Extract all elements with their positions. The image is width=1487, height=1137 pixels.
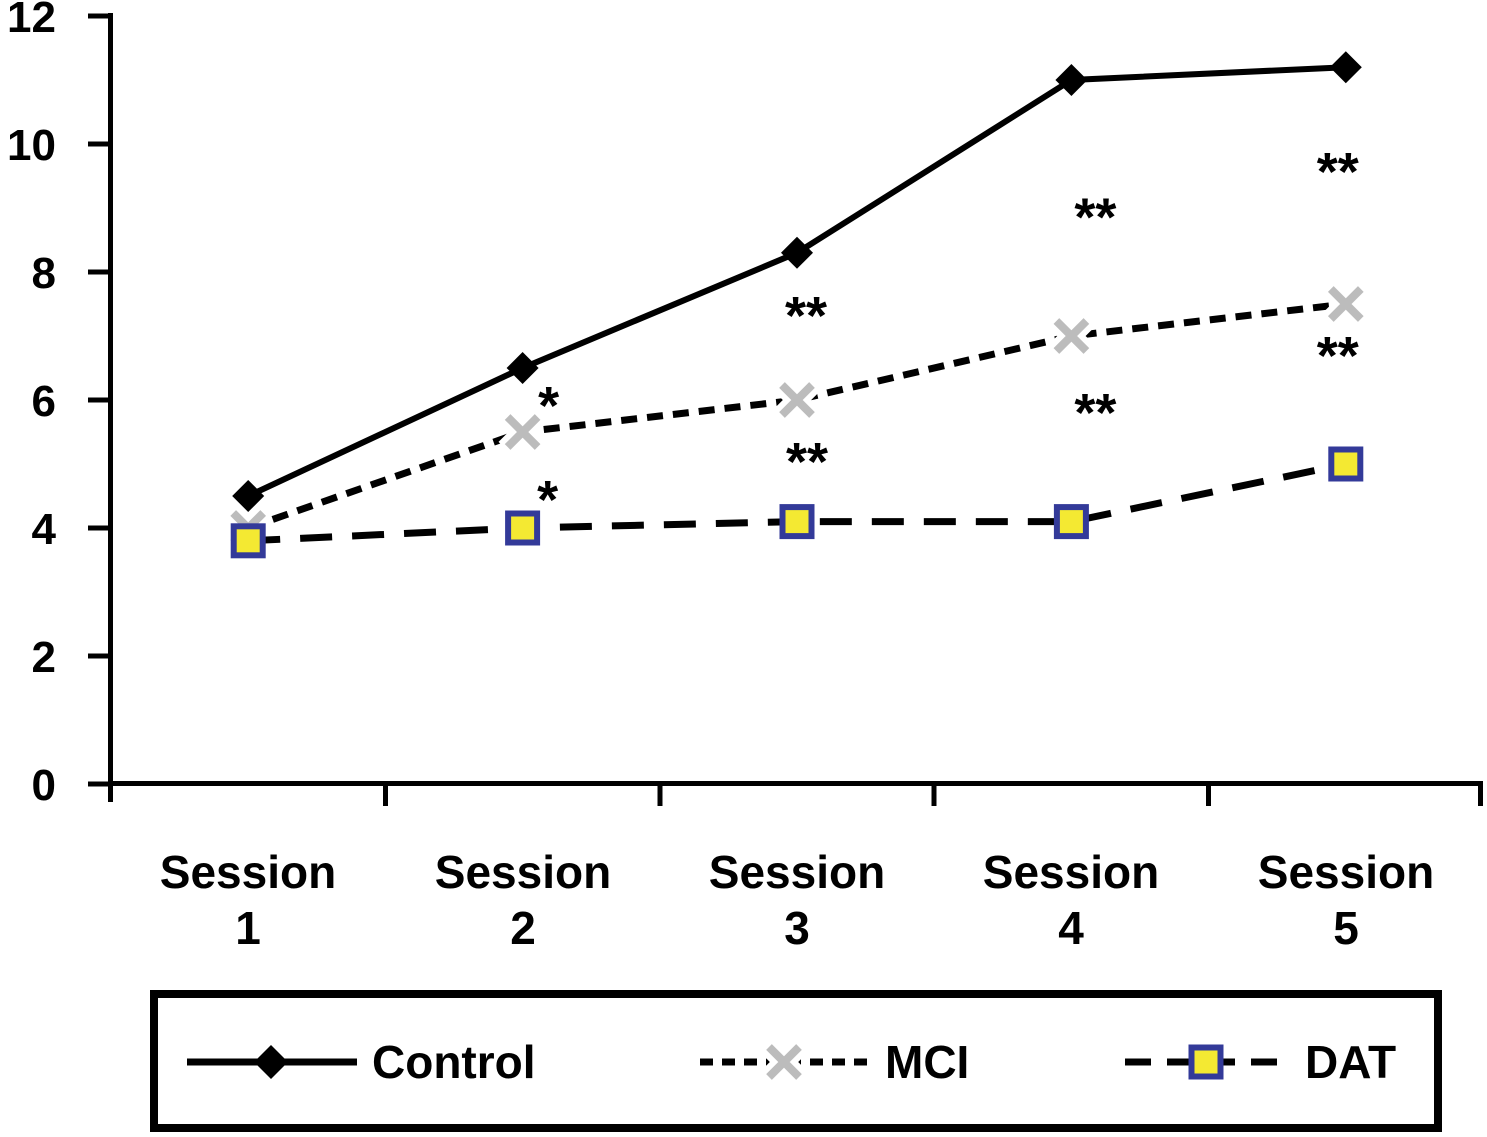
svg-text:4: 4 bbox=[1058, 902, 1084, 954]
y-axis: 12 10 8 6 4 2 0 bbox=[7, 0, 113, 810]
x-category-label: Session 5 bbox=[1258, 846, 1434, 954]
control-diamond-marker bbox=[781, 236, 813, 269]
control-diamond-marker bbox=[506, 352, 539, 384]
dat-square-marker bbox=[230, 523, 266, 559]
significance-annotation: ** bbox=[1317, 142, 1359, 202]
x-category-label: Session 3 bbox=[709, 846, 885, 954]
svg-text:Session: Session bbox=[983, 846, 1159, 898]
dat-square-marker bbox=[779, 504, 815, 540]
y-tick-label: 8 bbox=[32, 249, 56, 298]
series-lines-and-markers bbox=[224, 51, 1370, 559]
mci-x-marker bbox=[779, 382, 815, 418]
x-axis: Session 1 Session 2 Session 3 Session 4 … bbox=[108, 781, 1483, 954]
legend-samples bbox=[187, 1037, 1287, 1087]
significance-annotation: ** bbox=[786, 432, 828, 492]
svg-text:1: 1 bbox=[235, 902, 261, 954]
legend-mci-x-marker bbox=[766, 1044, 802, 1080]
y-tick-label: 0 bbox=[32, 761, 56, 810]
mci-line bbox=[247, 300, 1347, 532]
dat-square-marker bbox=[505, 510, 541, 546]
x-category-label: Session 4 bbox=[983, 846, 1159, 954]
mci-x-marker bbox=[504, 414, 541, 450]
x-category-label: Session 2 bbox=[435, 846, 611, 954]
legend: Control MCI DAT bbox=[150, 990, 1442, 1132]
control-diamond-marker bbox=[1329, 51, 1362, 84]
legend-control-diamond-marker bbox=[254, 1045, 288, 1079]
significance-annotation: ** bbox=[1074, 188, 1116, 248]
svg-text:Session: Session bbox=[709, 846, 885, 898]
legend-dat-square-marker bbox=[1188, 1044, 1224, 1080]
significance-annotations: ************** bbox=[537, 142, 1359, 530]
significance-annotation: ** bbox=[785, 286, 827, 346]
legend-label-dat: DAT bbox=[1305, 1036, 1396, 1088]
legend-label-mci: MCI bbox=[885, 1036, 969, 1088]
control-diamond-marker bbox=[1055, 64, 1088, 96]
dat-square-marker bbox=[1328, 446, 1364, 482]
svg-text:2: 2 bbox=[510, 902, 536, 954]
x-category-label: Session 1 bbox=[160, 846, 336, 954]
significance-annotation: ** bbox=[1317, 326, 1359, 386]
svg-text:Session: Session bbox=[1258, 846, 1434, 898]
mci-x-marker bbox=[1053, 318, 1090, 354]
legend-label-control: Control bbox=[372, 1036, 536, 1088]
significance-annotation: * bbox=[537, 470, 558, 530]
y-tick-label: 12 bbox=[7, 0, 56, 42]
svg-text:Session: Session bbox=[435, 846, 611, 898]
y-tick-label: 10 bbox=[7, 121, 56, 170]
mci-x-marker bbox=[1327, 286, 1364, 322]
significance-annotation: * bbox=[538, 376, 559, 436]
y-tick-label: 2 bbox=[32, 633, 56, 682]
y-tick-label: 4 bbox=[32, 505, 57, 554]
svg-text:Session: Session bbox=[160, 846, 336, 898]
svg-text:5: 5 bbox=[1333, 902, 1359, 954]
significance-annotation: ** bbox=[1074, 383, 1116, 443]
control-diamond-marker bbox=[232, 480, 265, 512]
dat-square-marker bbox=[1053, 504, 1089, 540]
y-tick-label: 6 bbox=[32, 377, 56, 426]
svg-text:3: 3 bbox=[784, 902, 810, 954]
